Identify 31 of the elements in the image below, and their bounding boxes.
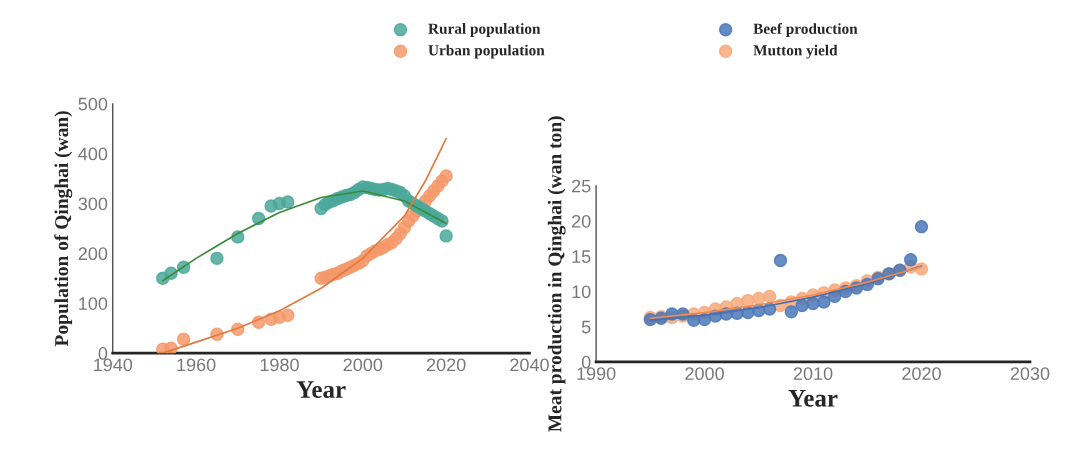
x-tick-label: 2000 [343,358,383,372]
x-tick-label: 1990 [577,367,616,381]
y-tick-label: 25 [572,179,591,193]
x-tick-label: 2020 [426,358,466,372]
y-axis-title: Meat production in Qinghai (wan ton) [547,116,566,432]
legend-label: Urban population [428,44,545,59]
y-axis-title: Population of Qinghai (wan) [54,111,73,347]
x-axis-title: Year [788,390,838,407]
y-tick-label: 0 [581,355,591,369]
y-tick-label: 300 [78,197,108,211]
x-tick-label: 1940 [94,358,133,372]
y-tick-label: 200 [78,247,108,261]
y-tick-label: 5 [581,320,591,334]
x-tick-label: 2000 [685,367,724,381]
x-tick-label: 2010 [793,367,833,381]
x-tick-label: 2030 [1010,367,1050,381]
x-tick-label: 2020 [902,367,941,381]
legend-label: Beef production [753,22,858,37]
y-tick-label: 500 [78,97,108,111]
x-tick-label: 2040 [510,358,549,372]
x-axis-title: Year [296,381,346,398]
y-tick-label: 400 [78,147,108,161]
x-tick-label: 1980 [260,358,299,372]
x-tick-label: 1960 [177,358,216,372]
y-tick-label: 20 [572,214,591,228]
legend-label: Mutton yield [753,44,838,59]
legend-label: Rural population [428,23,541,37]
y-tick-label: 0 [98,347,108,360]
y-tick-label: 100 [79,297,108,310]
y-tick-label: 10 [572,285,591,299]
y-tick-label: 15 [572,250,591,263]
